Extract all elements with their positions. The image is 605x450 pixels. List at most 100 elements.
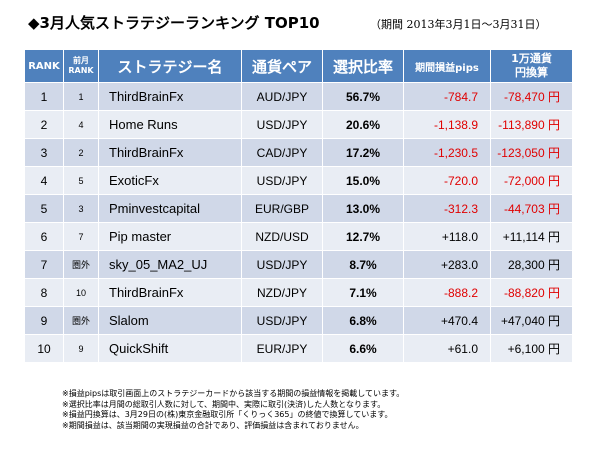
cell-yen: -88,820 円 — [490, 278, 573, 307]
cell-name: Pminvestcapital — [98, 194, 242, 223]
table-row: 9 圏外 Slalom USD/JPY 6.8% +470.4 +47,040 円 — [24, 306, 573, 335]
cell-pair: USD/JPY — [241, 166, 323, 195]
cell-rank: 10 — [24, 334, 64, 363]
cell-name: ThirdBrainFx — [98, 138, 242, 167]
table-row: 8 10 ThirdBrainFx NZD/JPY 7.1% -888.2 -88,820 … — [24, 278, 573, 307]
cell-rank: 1 — [24, 82, 64, 111]
cell-prev: 9 — [63, 334, 99, 363]
cell-ratio: 8.7% — [322, 250, 404, 279]
cell-name: Pip master — [98, 222, 242, 251]
cell-ratio: 15.0% — [322, 166, 404, 195]
note: ※期間損益は、該当期間の実現損益の合計であり、評価損益は含まれておりません。 — [62, 420, 364, 430]
note: ※損益円換算は、3月29日の(株)東京金融取引所「くりっく365」の終値で換算し… — [62, 410, 393, 419]
header-prev-rank: 前月 RANK — [63, 49, 99, 83]
cell-pair: USD/JPY — [241, 250, 323, 279]
note: ※損益pipsは取引画面上のストラテジーカードから該当する期間の損益情報を掲載し… — [62, 389, 405, 398]
cell-prev: 1 — [63, 82, 99, 111]
table-row: 4 5 ExoticFx USD/JPY 15.0% -720.0 -72,000 円 — [24, 166, 573, 195]
cell-pair: AUD/JPY — [241, 82, 323, 111]
cell-yen: -113,890 円 — [490, 110, 573, 139]
header-yen-line1: 1万通貨 — [511, 52, 552, 65]
cell-yen: +11,114 円 — [490, 222, 573, 251]
cell-name: QuickShift — [98, 334, 242, 363]
cell-name: Slalom — [98, 306, 242, 335]
cell-yen: +6,100 円 — [490, 334, 573, 363]
table-row: 1 1 ThirdBrainFx AUD/JPY 56.7% -784.7 -78,470 … — [24, 82, 573, 111]
cell-prev: 3 — [63, 194, 99, 223]
header-pips: 期間損益pips — [403, 49, 491, 83]
header-rank: RANK — [24, 49, 64, 83]
cell-name: sky_05_MA2_UJ — [98, 250, 242, 279]
cell-name: ThirdBrainFx — [98, 278, 242, 307]
cell-pips: -888.2 — [403, 278, 491, 307]
cell-prev: 5 — [63, 166, 99, 195]
table-header: RANK 前月 RANK ストラテジー名 通貨ペア 選択比率 期間損益pips 1… — [24, 49, 573, 83]
cell-pair: USD/JPY — [241, 306, 323, 335]
cell-yen: -72,000 円 — [490, 166, 573, 195]
cell-rank: 4 — [24, 166, 64, 195]
cell-ratio: 7.1% — [322, 278, 404, 307]
cell-rank: 9 — [24, 306, 64, 335]
cell-yen: 28,300 円 — [490, 250, 573, 279]
note: ※選択比率は月間の総取引人数に対して、期間中、実際に取引(決済)した人数となりま… — [62, 399, 386, 409]
cell-ratio: 20.6% — [322, 110, 404, 139]
footnotes: ※損益pipsは取引画面上のストラテジーカードから該当する期間の損益情報を掲載し… — [62, 389, 404, 431]
cell-pips: +470.4 — [403, 306, 491, 335]
header-ratio: 選択比率 — [322, 49, 404, 83]
header-strategy: ストラテジー名 — [98, 49, 242, 83]
header-pair: 通貨ペア — [241, 49, 323, 83]
cell-pips: +118.0 — [403, 222, 491, 251]
cell-pips: -784.7 — [403, 82, 491, 111]
cell-pips: -720.0 — [403, 166, 491, 195]
cell-yen: +47,040 円 — [490, 306, 573, 335]
header-yen-line2: 円換算 — [515, 66, 548, 79]
cell-pair: EUR/JPY — [241, 334, 323, 363]
cell-pair: NZD/JPY — [241, 278, 323, 307]
cell-ratio: 12.7% — [322, 222, 404, 251]
cell-name: ThirdBrainFx — [98, 82, 242, 111]
header-prev-label: 前月 — [73, 56, 89, 65]
cell-yen: -123,050 円 — [490, 138, 573, 167]
table-row: 6 7 Pip master NZD/USD 12.7% +118.0 +11,114 円 — [24, 222, 573, 251]
cell-pips: -1,138.9 — [403, 110, 491, 139]
cell-pips: +283.0 — [403, 250, 491, 279]
cell-pair: EUR/GBP — [241, 194, 323, 223]
table-row: 3 2 ThirdBrainFx CAD/JPY 17.2% -1,230.5 -123,0… — [24, 138, 573, 167]
table-row: 7 圏外 sky_05_MA2_UJ USD/JPY 8.7% +283.0 28,300 … — [24, 250, 573, 279]
cell-rank: 3 — [24, 138, 64, 167]
period-label: （期間 2013年3月1日～3月31日） — [370, 18, 547, 31]
cell-rank: 2 — [24, 110, 64, 139]
cell-ratio: 56.7% — [322, 82, 404, 111]
cell-prev: 10 — [63, 278, 99, 307]
cell-ratio: 6.6% — [322, 334, 404, 363]
table-row: 2 4 Home Runs USD/JPY 20.6% -1,138.9 -113,890 … — [24, 110, 573, 139]
table-row: 10 9 QuickShift EUR/JPY 6.6% +61.0 +6,100 円 — [24, 334, 573, 363]
cell-pair: USD/JPY — [241, 110, 323, 139]
cell-pair: NZD/USD — [241, 222, 323, 251]
cell-rank: 6 — [24, 222, 64, 251]
cell-ratio: 17.2% — [322, 138, 404, 167]
table-row: 5 3 Pminvestcapital EUR/GBP 13.0% -312.3 -44,7… — [24, 194, 573, 223]
cell-pips: -1,230.5 — [403, 138, 491, 167]
cell-yen: -78,470 円 — [490, 82, 573, 111]
header-yen: 1万通貨 円換算 — [490, 49, 573, 83]
cell-pips: -312.3 — [403, 194, 491, 223]
cell-prev: 圏外 — [63, 250, 99, 279]
cell-prev: 圏外 — [63, 306, 99, 335]
cell-prev: 2 — [63, 138, 99, 167]
cell-prev: 7 — [63, 222, 99, 251]
cell-pair: CAD/JPY — [241, 138, 323, 167]
header-prev-rank-label: RANK — [68, 66, 94, 75]
cell-ratio: 6.8% — [322, 306, 404, 335]
cell-yen: -44,703 円 — [490, 194, 573, 223]
cell-rank: 8 — [24, 278, 64, 307]
cell-rank: 7 — [24, 250, 64, 279]
cell-prev: 4 — [63, 110, 99, 139]
page-title: ◆3月人気ストラテジーランキング TOP10 — [28, 14, 320, 32]
cell-rank: 5 — [24, 194, 64, 223]
ranking-table: RANK 前月 RANK ストラテジー名 通貨ペア 選択比率 期間損益pips 1… — [24, 49, 573, 363]
cell-ratio: 13.0% — [322, 194, 404, 223]
cell-name: Home Runs — [98, 110, 242, 139]
cell-pips: +61.0 — [403, 334, 491, 363]
cell-name: ExoticFx — [98, 166, 242, 195]
